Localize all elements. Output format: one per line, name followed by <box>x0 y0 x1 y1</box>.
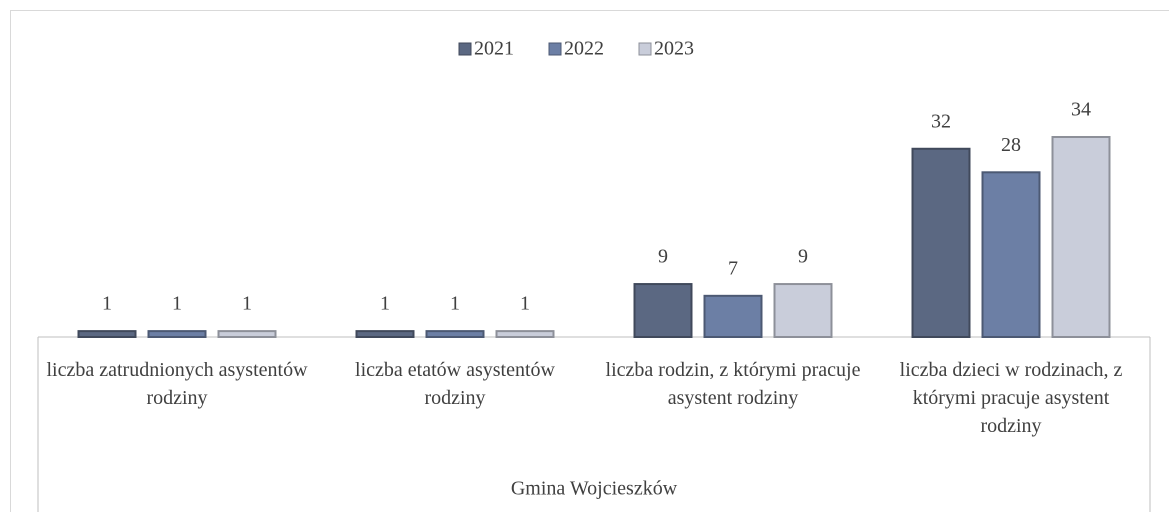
legend-label: 2023 <box>654 38 694 60</box>
legend-swatch <box>638 42 652 56</box>
x-tick-label: liczba etatów asystentów rodziny <box>355 359 555 409</box>
group-label: Gmina Wojcieszków <box>511 478 678 500</box>
data-label: 1 <box>450 293 460 315</box>
data-label: 28 <box>1001 134 1021 156</box>
data-label: 1 <box>172 293 182 315</box>
bar <box>703 294 763 338</box>
legend-label: 2021 <box>474 38 514 60</box>
legend-swatch <box>548 42 562 56</box>
data-label: 9 <box>798 246 808 268</box>
bar <box>911 147 971 338</box>
bar <box>773 283 833 339</box>
legend-swatch <box>458 42 472 56</box>
data-label: 7 <box>728 257 738 279</box>
bar <box>147 330 207 338</box>
chart-border <box>10 10 1169 512</box>
bar <box>981 171 1041 338</box>
legend-label: 2022 <box>564 38 604 60</box>
bar <box>217 330 277 338</box>
x-tick-label: liczba zatrudnionych asystentów rodziny <box>46 359 308 409</box>
bar <box>425 330 485 338</box>
bar <box>633 283 693 339</box>
data-label: 9 <box>658 246 668 268</box>
data-label: 1 <box>520 293 530 315</box>
data-label: 32 <box>931 110 951 132</box>
bar <box>495 330 555 338</box>
x-tick-label: liczba rodzin, z którymi pracuje asysten… <box>605 359 861 409</box>
data-label: 34 <box>1071 99 1091 121</box>
bar <box>1051 136 1111 338</box>
x-tick-label: liczba dzieci w rodzinach, z którymi pra… <box>899 359 1123 437</box>
data-label: 1 <box>380 293 390 315</box>
bar <box>77 330 137 338</box>
data-label: 1 <box>102 293 112 315</box>
data-label: 1 <box>242 293 252 315</box>
bar <box>355 330 415 338</box>
